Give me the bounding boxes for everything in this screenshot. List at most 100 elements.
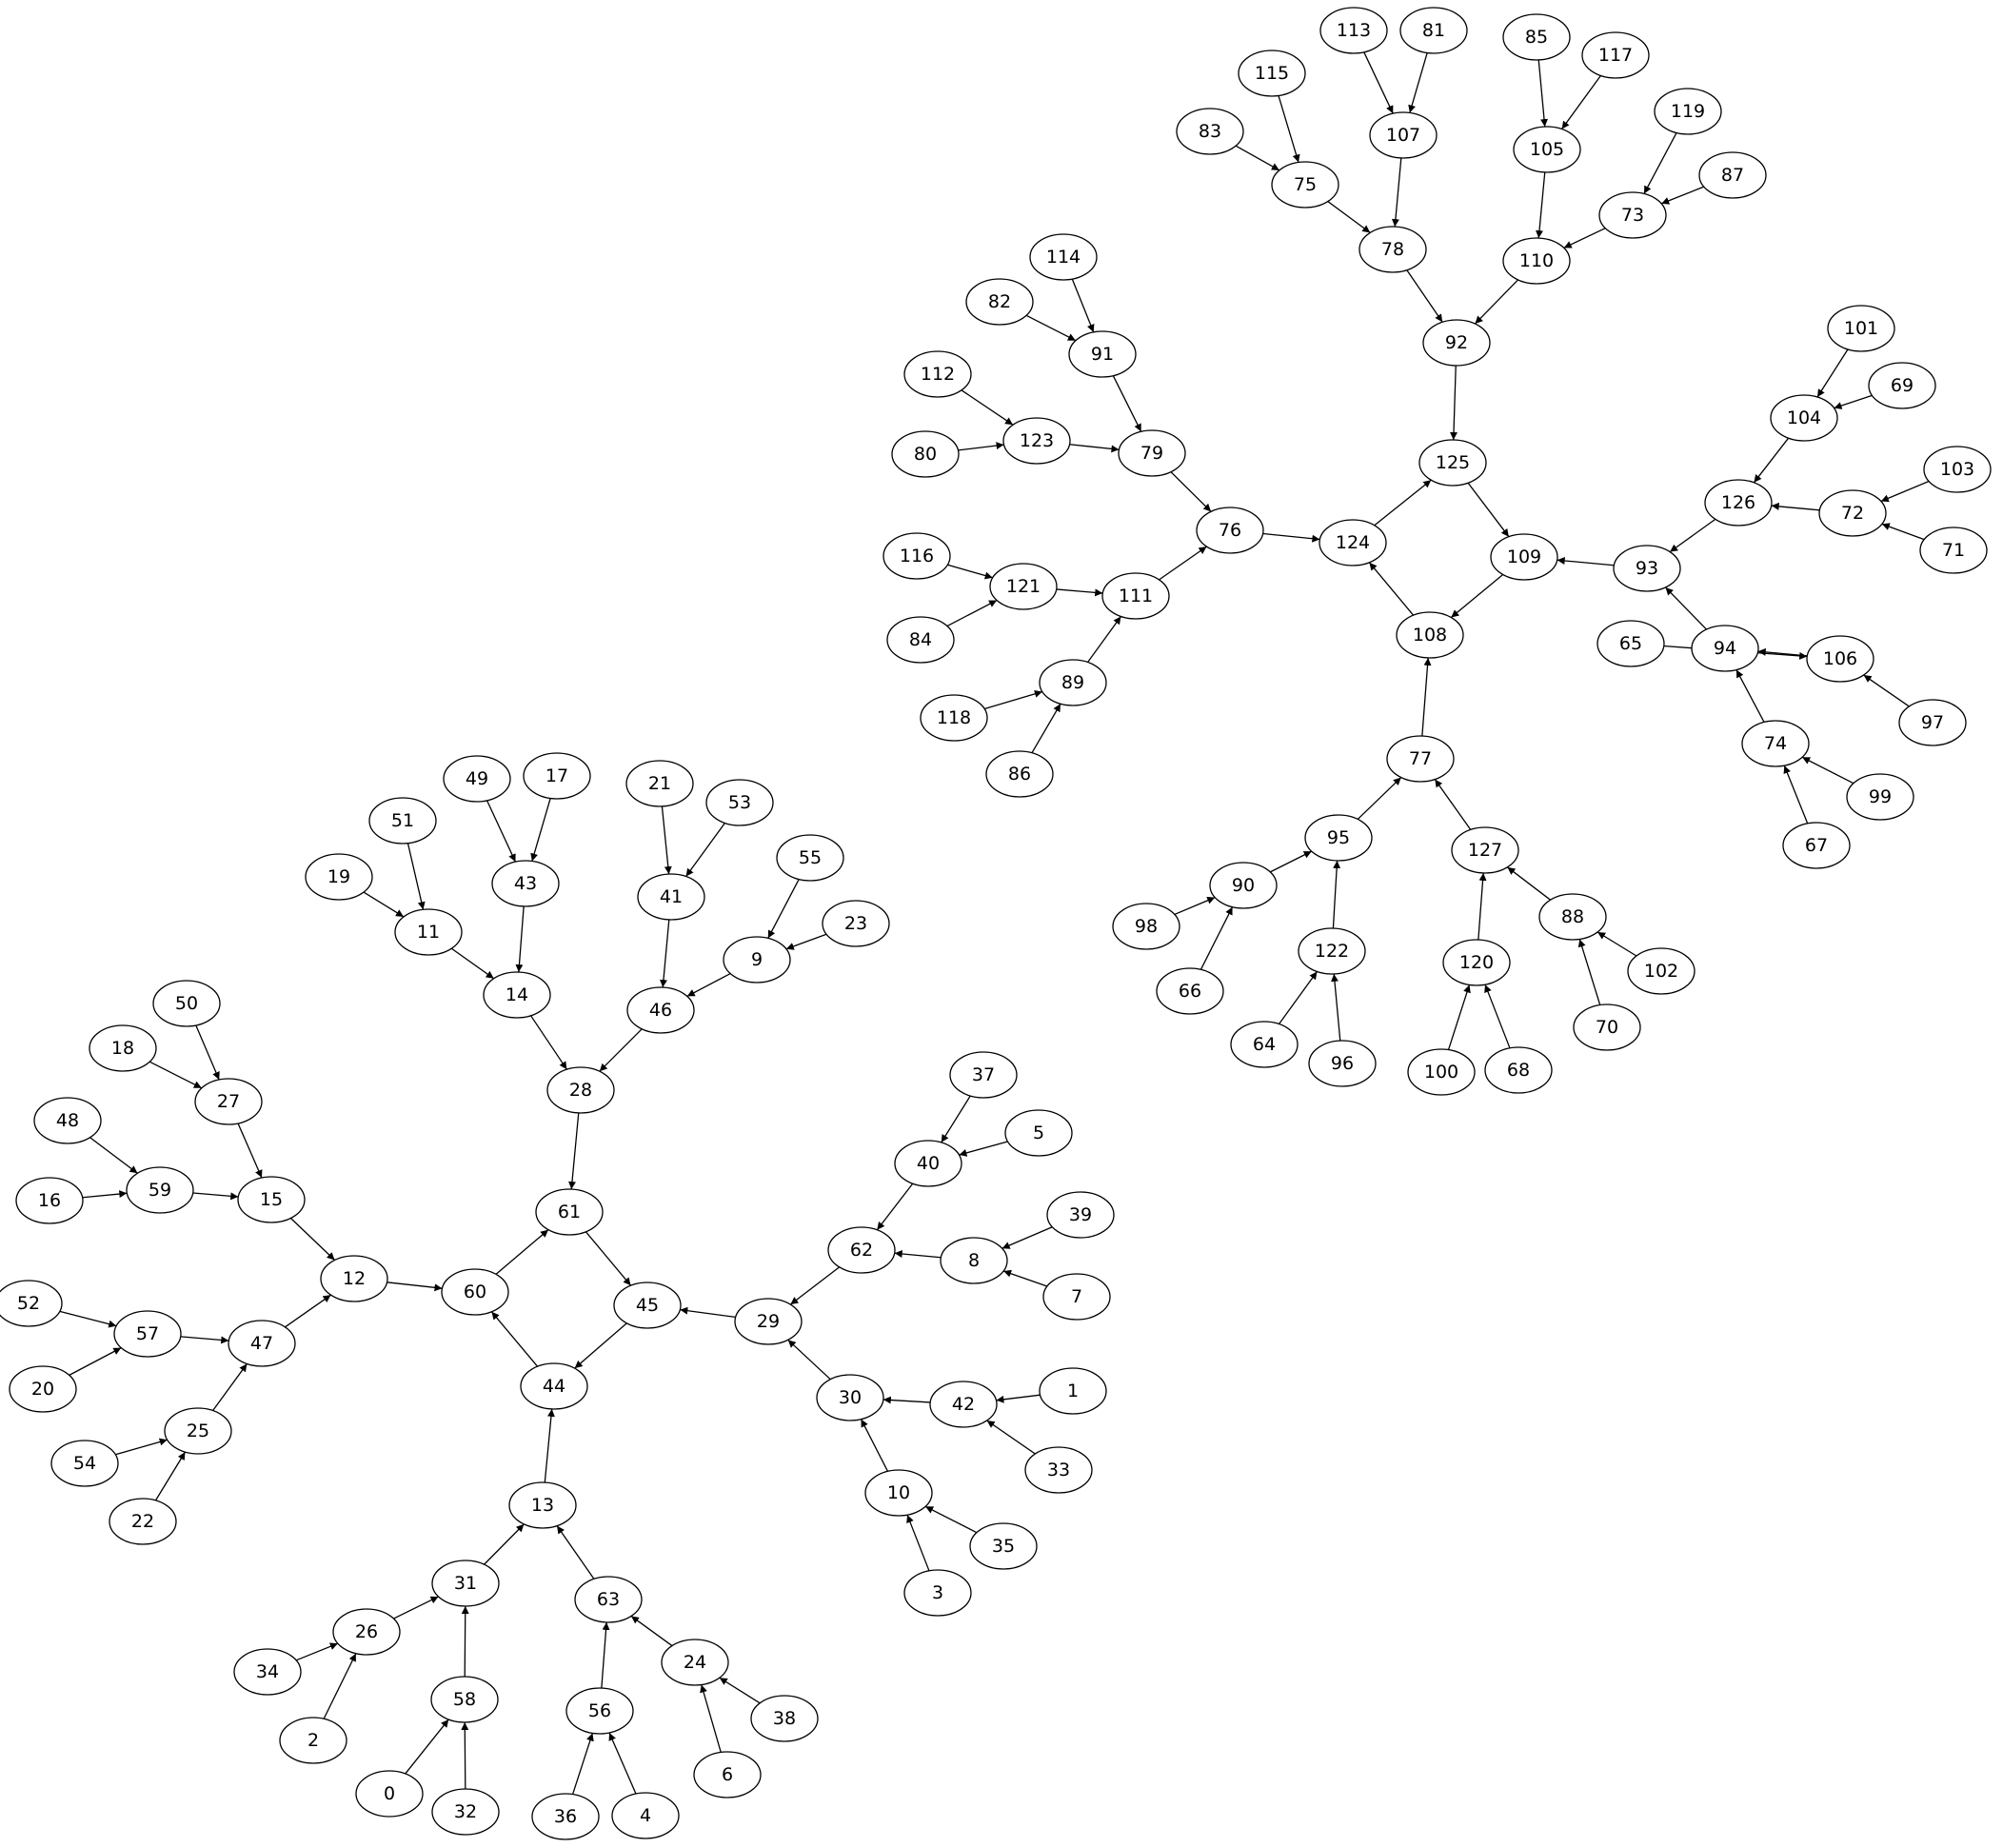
node-120: 120: [1442, 939, 1511, 986]
node-57: 57: [113, 1310, 182, 1358]
edge-116-to-121: [947, 564, 993, 580]
node-97: 97: [1898, 699, 1967, 746]
node-shape: [1399, 7, 1468, 54]
node-13: 13: [508, 1481, 577, 1529]
node-54: 54: [50, 1440, 119, 1487]
node-94: 94: [1691, 625, 1759, 672]
node-label: 29: [757, 1311, 780, 1332]
node-shape: [1573, 1003, 1641, 1051]
node-label: 50: [175, 993, 198, 1014]
edge-59-to-15: [192, 1192, 239, 1201]
node-shape: [1369, 111, 1438, 159]
node-64: 64: [1230, 1021, 1299, 1068]
node-38: 38: [750, 1695, 819, 1742]
edge-54-to-25: [115, 1438, 168, 1456]
edge-5-to-40: [959, 1141, 1008, 1157]
node-110: 110: [1502, 237, 1571, 285]
node-shape: [1230, 1021, 1299, 1068]
edge-117-to-105: [1561, 75, 1601, 129]
node-53: 53: [705, 779, 774, 826]
node-shape: [109, 1498, 177, 1545]
node-label: 36: [554, 1806, 577, 1827]
edge-92-to-125: [1450, 365, 1458, 441]
node-label: 107: [1386, 125, 1420, 146]
node-107: 107: [1369, 111, 1438, 159]
edge-46-to-28: [599, 1028, 643, 1072]
edge-105-to-110: [1536, 171, 1546, 239]
edge-36-to-56: [571, 1733, 594, 1795]
node-shape: [9, 1365, 77, 1413]
edge-44-to-60: [490, 1311, 539, 1367]
node-label: 78: [1381, 239, 1404, 260]
node-shape: [1654, 88, 1722, 135]
edge-100-to-120: [1447, 984, 1471, 1050]
node-label: 75: [1294, 174, 1317, 195]
edge-114-to-91: [1071, 278, 1095, 333]
node-shape: [613, 1282, 682, 1329]
edge-27-to-15: [237, 1123, 263, 1179]
node-11: 11: [394, 908, 463, 956]
node-label: 98: [1135, 916, 1158, 937]
edge-102-to-88: [1596, 931, 1637, 957]
edge-55-to-9: [767, 879, 800, 939]
node-shape: [1396, 611, 1464, 659]
node-label: 102: [1644, 961, 1678, 982]
edge-74-to-94: [1735, 669, 1765, 723]
node-shape: [1613, 545, 1681, 592]
node-label: 125: [1436, 452, 1470, 473]
node-label: 86: [1008, 764, 1031, 785]
edge-113-to-107: [1363, 51, 1394, 114]
node-84: 84: [886, 616, 955, 664]
node-label: 74: [1764, 733, 1787, 754]
node-90: 90: [1209, 862, 1278, 909]
node-82: 82: [965, 278, 1034, 326]
node-label: 23: [844, 913, 867, 934]
node-label: 2: [307, 1730, 319, 1751]
node-label: 16: [38, 1190, 61, 1211]
node-label: 104: [1787, 407, 1821, 428]
node-label: 31: [454, 1573, 477, 1594]
edge-95-to-77: [1357, 777, 1402, 820]
node-100: 100: [1407, 1048, 1476, 1096]
node-shape: [305, 853, 373, 901]
edge-90-to-95: [1269, 850, 1313, 873]
node-label: 14: [506, 984, 528, 1005]
edge-101-to-104: [1816, 348, 1849, 398]
node-shape: [368, 797, 437, 845]
node-label: 4: [640, 1805, 651, 1826]
node-shape: [1176, 108, 1244, 155]
node-shape: [1698, 151, 1767, 199]
node-73: 73: [1598, 191, 1667, 239]
node-shape: [483, 971, 551, 1019]
node-label: 46: [649, 1000, 672, 1021]
node-7: 7: [1042, 1273, 1111, 1321]
node-label: 35: [992, 1536, 1015, 1557]
edge-71-to-72: [1881, 523, 1925, 541]
node-52: 52: [0, 1280, 63, 1327]
node-81: 81: [1399, 7, 1468, 54]
node-label: 119: [1671, 101, 1705, 122]
node-15: 15: [237, 1176, 306, 1223]
node-114: 114: [1029, 233, 1098, 281]
node-shape: [1846, 773, 1914, 821]
edge-1-to-42: [996, 1394, 1041, 1403]
edge-28-to-61: [568, 1112, 580, 1190]
node-102: 102: [1627, 947, 1696, 995]
node-68: 68: [1484, 1046, 1553, 1094]
node-label: 20: [31, 1379, 54, 1400]
node-93: 93: [1613, 545, 1681, 592]
node-shape: [431, 1560, 500, 1607]
node-label: 38: [773, 1708, 796, 1729]
edge-6-to-24: [700, 1684, 722, 1753]
edge-32-to-58: [461, 1721, 469, 1790]
node-label: 25: [187, 1421, 209, 1441]
node-108: 108: [1396, 611, 1464, 659]
edge-85-to-105: [1537, 59, 1549, 128]
node-label: 62: [850, 1240, 873, 1261]
node-shape: [734, 1298, 803, 1345]
node-shape: [430, 1676, 499, 1723]
node-21: 21: [625, 760, 694, 807]
node-shape: [1039, 659, 1107, 706]
node-label: 108: [1413, 625, 1447, 646]
node-label: 26: [355, 1621, 378, 1642]
